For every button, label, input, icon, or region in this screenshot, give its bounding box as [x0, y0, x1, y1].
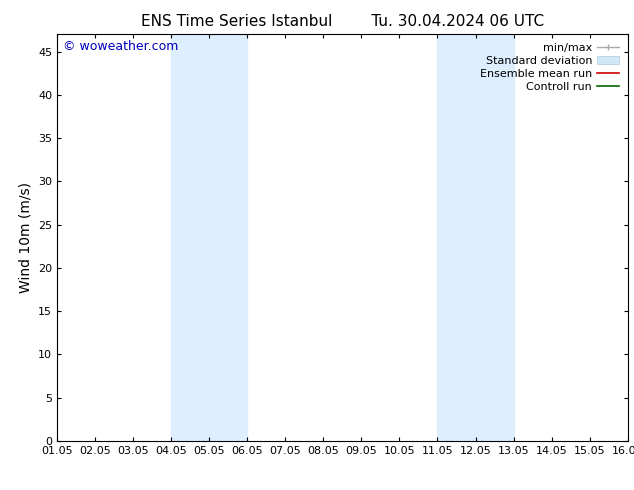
Bar — [171, 34, 247, 441]
Bar — [437, 34, 514, 441]
Text: © woweather.com: © woweather.com — [63, 40, 178, 53]
Y-axis label: Wind 10m (m/s): Wind 10m (m/s) — [18, 182, 32, 293]
Title: ENS Time Series Istanbul        Tu. 30.04.2024 06 UTC: ENS Time Series Istanbul Tu. 30.04.2024 … — [141, 14, 544, 29]
Legend: min/max, Standard deviation, Ensemble mean run, Controll run: min/max, Standard deviation, Ensemble me… — [477, 40, 622, 95]
